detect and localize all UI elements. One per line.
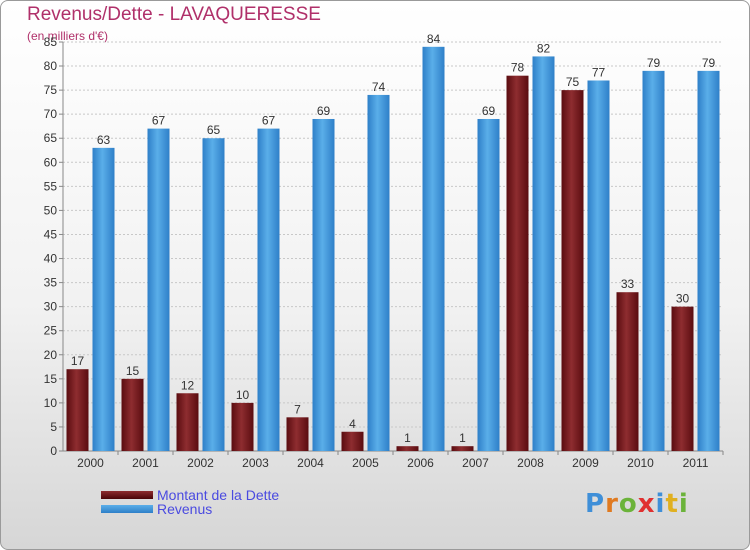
data-label-dette: 78	[511, 61, 525, 75]
y-tick-label: 55	[44, 179, 58, 193]
x-tick-label: 2009	[572, 456, 599, 470]
bar-revenus	[257, 128, 280, 451]
bar-dette	[561, 90, 584, 451]
bar-dette	[341, 431, 364, 451]
y-tick-label: 25	[44, 324, 58, 338]
data-label-dette: 7	[294, 402, 301, 416]
y-tick-label: 65	[44, 131, 58, 145]
y-tick-label: 40	[44, 252, 58, 266]
x-tick-label: 2000	[77, 456, 104, 470]
bar-dette	[121, 378, 144, 451]
data-label-dette: 10	[236, 388, 250, 402]
chart-title: Revenus/Dette - LAVAQUERESSE	[27, 4, 321, 25]
chart-subtitle: (en milliers d'€)	[27, 29, 108, 43]
data-label-revenus: 74	[372, 80, 386, 94]
data-label-revenus: 69	[317, 104, 331, 118]
bar-revenus	[92, 147, 115, 451]
x-tick-label: 2011	[683, 456, 709, 470]
bar-revenus	[147, 128, 170, 451]
legend-label-dette: Montant de la Dette	[157, 487, 280, 503]
proxiti-logo: Proxiti	[585, 489, 689, 519]
legend-item-revenus: Revenus	[101, 501, 212, 517]
bar-dette	[286, 417, 309, 451]
y-tick-label: 15	[44, 372, 58, 386]
data-label-dette: 33	[621, 277, 635, 291]
y-tick-label: 45	[44, 227, 58, 241]
data-label-revenus: 79	[702, 56, 716, 70]
data-label-dette: 1	[404, 431, 411, 445]
bar-revenus	[312, 118, 335, 452]
x-tick-label: 2010	[627, 456, 654, 470]
data-label-dette: 4	[349, 417, 356, 431]
y-tick-label: 5	[50, 420, 57, 434]
y-tick-label: 70	[44, 107, 58, 121]
bar-dette	[506, 75, 529, 452]
data-label-dette: 12	[181, 378, 195, 392]
y-tick-label: 50	[44, 203, 58, 217]
bar-revenus	[202, 138, 225, 451]
data-label-dette: 30	[676, 292, 690, 306]
x-tick-label: 2003	[242, 456, 269, 470]
data-label-revenus: 67	[262, 114, 276, 128]
y-tick-label: 0	[50, 444, 57, 458]
y-tick-label: 85	[44, 35, 58, 49]
data-label-revenus: 84	[427, 32, 441, 46]
legend-label-revenus: Revenus	[157, 501, 213, 517]
y-tick-label: 30	[44, 300, 58, 314]
bar-dette	[451, 446, 474, 451]
data-label-revenus: 82	[537, 41, 551, 55]
bar-revenus	[422, 46, 445, 451]
bar-revenus	[697, 70, 720, 451]
y-tick-label: 60	[44, 155, 58, 169]
bar-dette	[231, 402, 254, 451]
axis-layer: 0 5 10 15 20 25 30 35 40 45 50 55 60 65 70 75 80 85 2000 20…	[44, 35, 724, 470]
bar-revenus	[367, 94, 390, 451]
bar-dette	[66, 369, 89, 451]
bars-layer	[66, 46, 720, 452]
bar-revenus	[642, 70, 665, 451]
data-label-revenus: 77	[592, 65, 606, 79]
bar-dette	[616, 292, 639, 451]
bar-revenus	[532, 56, 555, 451]
x-tick-label: 2002	[187, 456, 214, 470]
bar-revenus	[587, 80, 610, 452]
y-tick-label: 75	[44, 83, 58, 97]
y-tick-label: 35	[44, 276, 58, 290]
y-tick-label: 10	[44, 396, 58, 410]
data-label-revenus: 69	[482, 104, 496, 118]
grid-layer	[63, 41, 723, 428]
bar-revenus	[477, 118, 500, 452]
data-label-revenus: 79	[647, 56, 661, 70]
x-tick-label: 2001	[132, 456, 159, 470]
data-label-dette: 1	[459, 431, 466, 445]
x-tick-label: 2006	[407, 456, 434, 470]
x-tick-label: 2007	[462, 456, 489, 470]
data-label-dette: 75	[566, 75, 580, 89]
data-label-revenus: 67	[152, 114, 166, 128]
labels-layer: 17 63 15 67 12 65 10 67 7 69 4 74 1 84 1 69 78 82 75 77 33 79…	[71, 32, 716, 445]
bar-dette	[396, 446, 419, 451]
legend-swatch-revenus	[101, 505, 153, 513]
data-label-revenus: 65	[207, 123, 221, 137]
data-label-dette: 15	[126, 364, 140, 378]
legend-item-dette: Montant de la Dette	[101, 487, 279, 503]
y-tick-label: 20	[44, 348, 58, 362]
data-label-revenus: 63	[97, 133, 111, 147]
x-tick-label: 2008	[517, 456, 544, 470]
bar-dette	[176, 393, 199, 451]
legend-swatch-dette	[101, 491, 153, 499]
x-tick-label: 2005	[352, 456, 379, 470]
y-tick-label: 80	[44, 59, 58, 73]
x-tick-label: 2004	[297, 456, 324, 470]
bar-dette	[671, 306, 694, 451]
data-label-dette: 17	[71, 354, 85, 368]
